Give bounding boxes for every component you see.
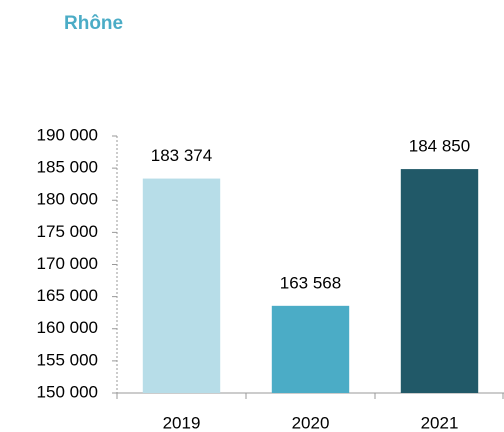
y-tick-label: 175 000 <box>37 222 98 241</box>
y-tick-label: 180 000 <box>37 190 98 209</box>
x-tick-label: 2021 <box>421 413 459 432</box>
value-label: 163 568 <box>280 273 341 292</box>
value-label: 184 850 <box>409 137 470 156</box>
y-tick-label: 185 000 <box>37 158 98 177</box>
y-tick-label: 165 000 <box>37 286 98 305</box>
y-tick-label: 150 000 <box>37 382 98 401</box>
y-tick-label: 170 000 <box>37 254 98 273</box>
value-label: 183 374 <box>151 146 212 165</box>
x-tick-label: 2020 <box>292 413 330 432</box>
chart-title: Rhône <box>64 13 123 34</box>
bar <box>271 305 350 393</box>
y-tick-label: 155 000 <box>37 350 98 369</box>
x-tick-label: 2019 <box>163 413 201 432</box>
y-tick-label: 190 000 <box>37 125 98 144</box>
bar <box>400 169 479 393</box>
bar <box>142 178 221 393</box>
y-tick-label: 160 000 <box>37 318 98 337</box>
